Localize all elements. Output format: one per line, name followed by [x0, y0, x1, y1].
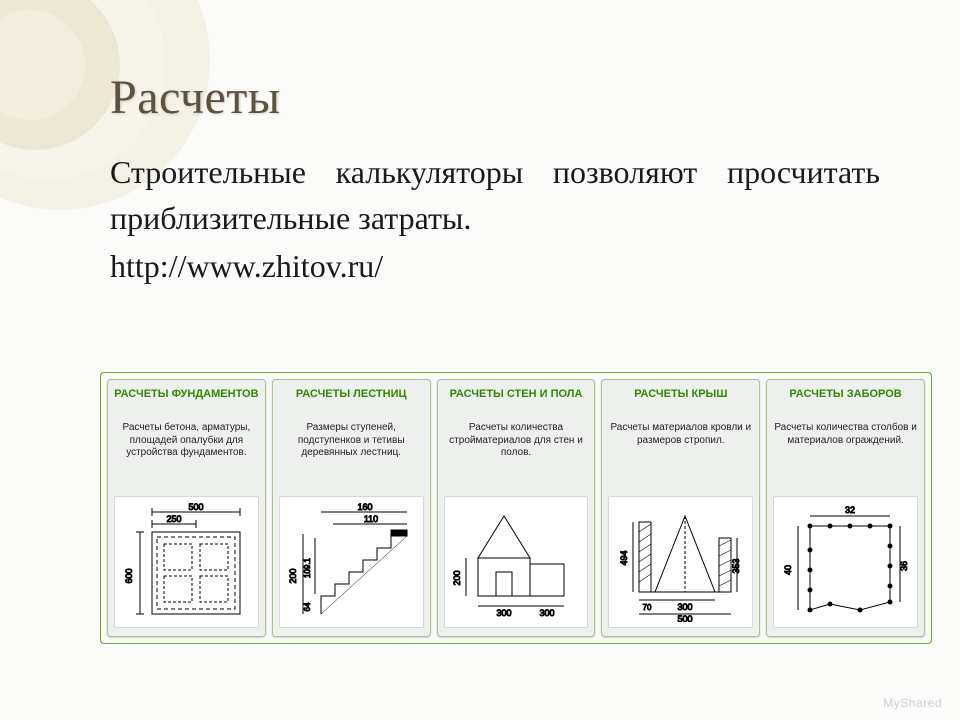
card-diagram: 160 110 200 109.1 64 [279, 496, 424, 628]
svg-text:110: 110 [364, 514, 378, 524]
svg-text:300: 300 [677, 602, 692, 612]
card-desc: Размеры ступеней, подступенков и тетивы … [279, 422, 424, 488]
url-text: http://www.zhitov.ru/ [110, 248, 880, 285]
card-title: РАСЧЕТЫ ЗАБОРОВ [773, 388, 918, 416]
svg-text:353: 353 [731, 558, 741, 573]
svg-text:40: 40 [783, 565, 793, 575]
card-diagram: 494 353 70 300 500 [608, 496, 753, 628]
card-title: РАСЧЕТЫ ЛЕСТНИЦ [279, 388, 424, 416]
card-desc: Расчеты материалов кровли и размеров стр… [608, 422, 753, 488]
card-diagram: 32 40 36 [773, 496, 918, 628]
card-title: РАСЧЕТЫ КРЫШ [608, 388, 753, 416]
card-desc: Расчеты количества столбов и материалов … [773, 422, 918, 488]
card-stairs[interactable]: РАСЧЕТЫ ЛЕСТНИЦ Размеры ступеней, подсту… [272, 379, 431, 637]
svg-text:64: 64 [303, 602, 312, 611]
svg-text:36: 36 [899, 561, 909, 571]
svg-text:200: 200 [452, 570, 462, 585]
svg-text:300: 300 [539, 608, 554, 618]
svg-text:250: 250 [167, 514, 182, 524]
svg-text:160: 160 [358, 502, 373, 512]
svg-text:500: 500 [677, 614, 692, 622]
svg-text:500: 500 [189, 502, 204, 512]
footer-watermark: MyShared [883, 696, 942, 710]
card-roofs[interactable]: РАСЧЕТЫ КРЫШ Расчеты материалов кровли и… [601, 379, 760, 637]
svg-text:32: 32 [845, 505, 855, 515]
card-fences[interactable]: РАСЧЕТЫ ЗАБОРОВ Расчеты количества столб… [766, 379, 925, 637]
svg-text:494: 494 [619, 550, 629, 565]
svg-text:70: 70 [642, 603, 651, 612]
card-title: РАСЧЕТЫ СТЕН И ПОЛА [444, 388, 589, 416]
page-title: Расчеты [110, 70, 880, 125]
calculator-cards-row: РАСЧЕТЫ ФУНДАМЕНТОВ Расчеты бетона, арма… [100, 372, 932, 644]
card-title: РАСЧЕТЫ ФУНДАМЕНТОВ [114, 388, 259, 416]
card-diagram: 200 300 300 [444, 496, 589, 628]
card-walls-floor[interactable]: РАСЧЕТЫ СТЕН И ПОЛА Расчеты количества с… [437, 379, 596, 637]
svg-text:109.1: 109.1 [303, 557, 312, 578]
svg-text:600: 600 [124, 568, 134, 583]
body-text: Строительные калькуляторы позволяют прос… [110, 149, 880, 242]
svg-text:200: 200 [288, 568, 298, 583]
card-diagram: 500 250 600 [114, 496, 259, 628]
svg-text:300: 300 [496, 608, 511, 618]
card-desc: Расчеты бетона, арматуры, площадей опалу… [114, 422, 259, 488]
card-desc: Расчеты количества стройматериалов для с… [444, 422, 589, 488]
card-foundations[interactable]: РАСЧЕТЫ ФУНДАМЕНТОВ Расчеты бетона, арма… [107, 379, 266, 637]
